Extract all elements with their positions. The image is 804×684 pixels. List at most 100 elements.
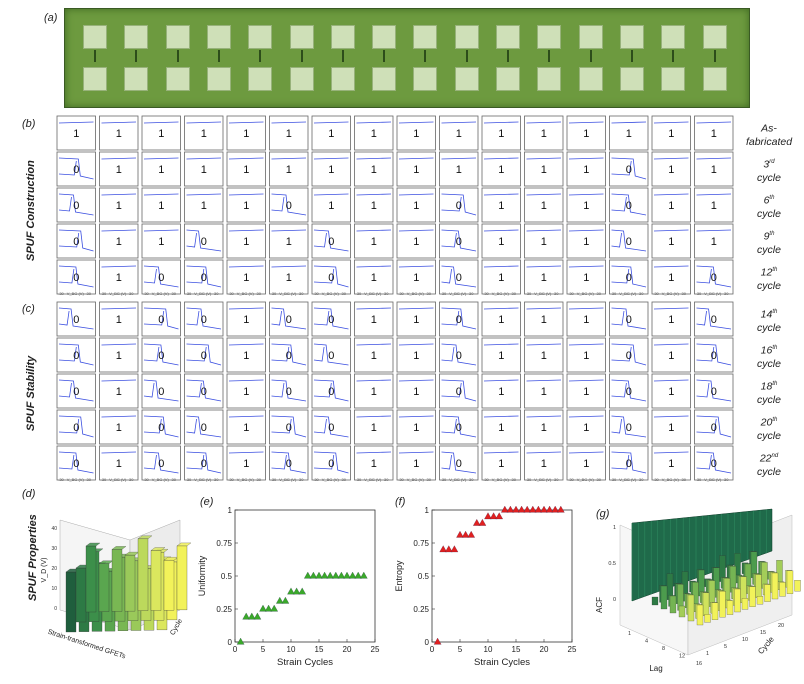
bit-cell: 1	[396, 337, 436, 373]
cell-frame	[396, 409, 436, 445]
iv-curve	[568, 451, 604, 454]
cell-frame	[56, 337, 96, 373]
uniformity-point	[236, 637, 245, 645]
bit-value: 1	[541, 128, 547, 140]
tick-label: 30	[384, 291, 389, 296]
bit-cell: 1	[481, 151, 521, 187]
bit-value: 1	[541, 236, 547, 248]
cell-frame	[566, 373, 606, 409]
iv-curve	[228, 379, 264, 382]
iv-curve	[143, 121, 179, 124]
bit-cell: 0	[439, 337, 479, 373]
bit-value: 0	[626, 458, 632, 470]
tick-label: 30	[597, 291, 602, 296]
bit-cell: 1	[524, 445, 564, 481]
cell-frame	[354, 223, 394, 259]
bit-cell: 1	[524, 373, 564, 409]
tick-label: -30	[58, 291, 65, 296]
iv-curve	[143, 379, 179, 402]
iv-curve	[101, 193, 137, 196]
bit-value: 1	[413, 386, 419, 398]
contact-pad	[454, 25, 479, 49]
bit-value: 1	[413, 350, 419, 362]
tick-label: 30	[724, 477, 729, 482]
bit-cell: 1	[99, 409, 139, 445]
iv-curve	[568, 343, 604, 346]
cell-frame	[651, 301, 691, 337]
entropy-point	[557, 505, 565, 513]
bit-cell: 1	[566, 115, 606, 151]
bit-cell: 1	[354, 445, 394, 481]
bit-value: 1	[286, 164, 292, 176]
bit-value: 1	[116, 350, 122, 362]
cycle-row-label: 16th cycle	[757, 344, 781, 370]
iv-curve	[271, 415, 307, 438]
bit-cell: 1	[226, 301, 266, 337]
iv-curve	[483, 379, 519, 382]
cell-frame	[99, 301, 139, 337]
cell-frame	[566, 223, 606, 259]
iv-curve	[228, 265, 264, 268]
entropy-point	[517, 505, 526, 513]
iv-curve	[653, 265, 689, 268]
tick-label: -30	[611, 291, 618, 296]
iv-curve	[611, 193, 647, 216]
y-tick-label: 1	[228, 506, 233, 515]
cell-frame	[99, 445, 139, 481]
bit-value: 1	[243, 236, 249, 248]
bit-value: 1	[668, 272, 674, 284]
x-axis-label: Strain Cycles	[474, 657, 530, 668]
bit-cell: 1	[99, 337, 139, 373]
cell-frame	[524, 259, 564, 295]
bit-cell: 0	[184, 337, 224, 373]
iv-curve	[186, 451, 222, 474]
bit-value: 1	[498, 236, 504, 248]
tick-label: 30	[87, 477, 92, 482]
cell-frame	[396, 151, 436, 187]
bit-cell: 1	[566, 409, 606, 445]
y-tick-label: 0.25	[413, 605, 429, 614]
iv-curve	[313, 307, 349, 330]
iv-curve	[696, 415, 732, 438]
tick-label: 30	[87, 291, 92, 296]
bit-cell: 1	[524, 259, 564, 295]
iv-curve	[441, 307, 477, 330]
entropy-point	[456, 530, 464, 538]
bit-cell: 1	[99, 373, 139, 409]
cell-frame	[609, 301, 649, 337]
z-tick-label: 0	[613, 597, 616, 603]
tick-label: -30	[398, 291, 405, 296]
axis-label: V_BG (V)	[492, 291, 510, 296]
gfet-channel	[713, 50, 716, 62]
bit-cell: 1	[651, 187, 691, 223]
cell-frame	[566, 151, 606, 187]
panel-label-b: (b)	[22, 118, 36, 130]
cell-frame	[396, 445, 436, 481]
acf-bar	[651, 596, 659, 606]
iv-curve	[271, 379, 307, 402]
bit-cell: 0	[439, 301, 479, 337]
cell-frame	[609, 259, 649, 295]
entropy-point	[433, 637, 442, 645]
bit-value: 1	[371, 386, 377, 398]
iv-curve	[483, 451, 519, 454]
tick-label: -30	[441, 477, 448, 482]
bit-value: 1	[116, 386, 122, 398]
bit-cell: 1	[396, 409, 436, 445]
iv-curve	[58, 307, 94, 330]
y-tick-label: 0.75	[216, 539, 232, 548]
bit-cell: 1	[354, 409, 394, 445]
cell-frame	[311, 409, 351, 445]
x-tick-label: 25	[371, 645, 380, 654]
bit-value: 1	[456, 128, 462, 140]
bit-cell: 0	[311, 223, 351, 259]
tick-label: 30	[639, 477, 644, 482]
tick-label: -30	[441, 291, 448, 296]
iv-curve	[313, 157, 349, 160]
cell-frame	[481, 337, 521, 373]
cycle-tick-label: 5	[724, 644, 727, 650]
cell-frame	[481, 151, 521, 187]
iv-curve	[228, 415, 264, 418]
acf-bar	[771, 572, 779, 600]
iv-curve	[228, 451, 264, 454]
